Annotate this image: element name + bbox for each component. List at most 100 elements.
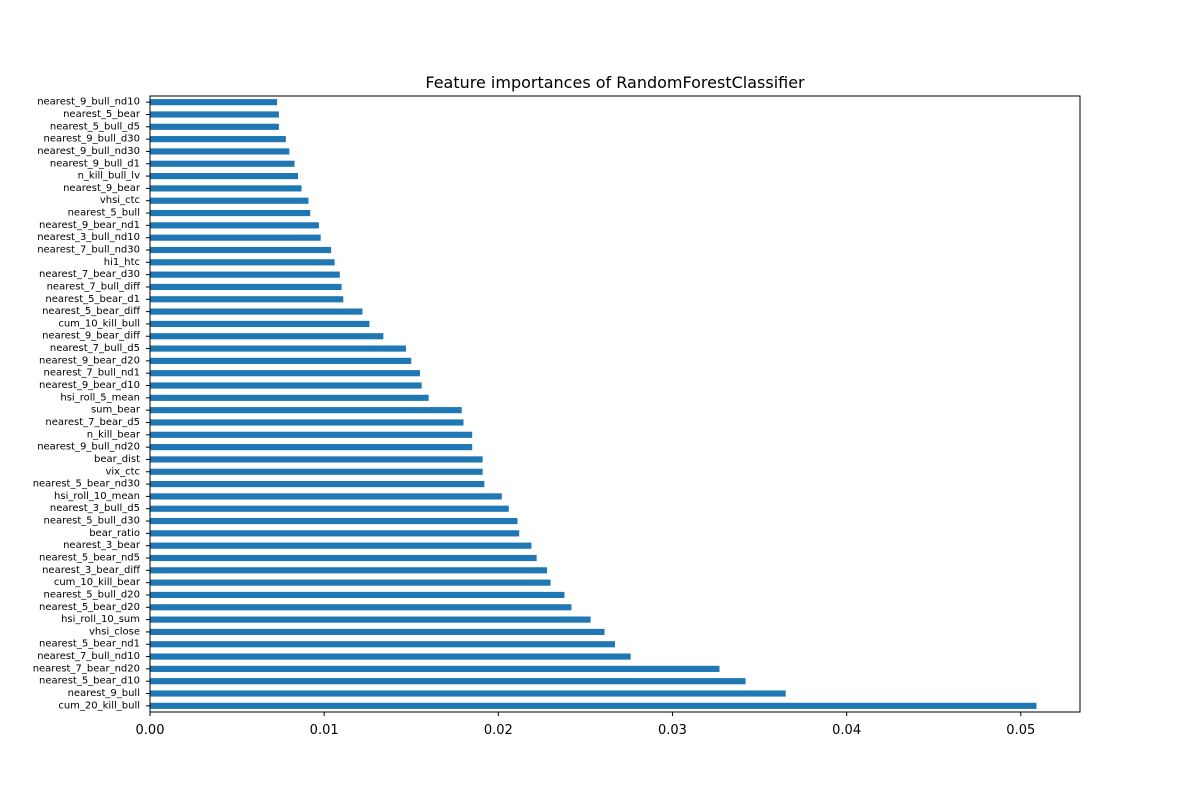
bar-cum_10_kill_bull — [150, 320, 370, 327]
y-tick-label: nearest_5_bear_d10 — [39, 676, 140, 687]
bar-sum_bear — [150, 407, 462, 414]
bar-hsi_roll_10_mean — [150, 493, 502, 500]
y-tick-label: nearest_5_bear_d20 — [39, 602, 140, 613]
bar-nearest_5_bear_nd5 — [150, 554, 537, 562]
bar-nearest_9_bear_d10 — [150, 382, 422, 389]
bar-hsi_roll_10_sum — [150, 616, 591, 623]
bar-nearest_7_bear_nd20 — [150, 665, 720, 672]
y-tick-label: nearest_5_bull_d30 — [44, 516, 140, 527]
bar-nearest_5_bull_d5 — [150, 123, 279, 130]
y-tick-label: nearest_3_bear_diff — [42, 565, 141, 576]
x-axis: 0.00 0.01 0.02 0.03 0.04 0.05 — [136, 712, 1035, 738]
y-tick-label: nearest_7_bull_nd1 — [44, 368, 140, 379]
bar-nearest_7_bear_d30 — [150, 271, 340, 278]
y-tick-label: cum_20_kill_bull — [58, 700, 140, 711]
y-tick-label: nearest_3_bear — [63, 540, 141, 551]
bar-nearest_5_bear_d20 — [150, 604, 572, 611]
y-tick-label: nearest_9_bear_d10 — [39, 380, 140, 391]
bar-nearest_9_bull_nd20 — [150, 444, 473, 451]
y-tick-label: nearest_9_bear_nd1 — [39, 220, 140, 231]
bar-n_kill_bull_lv — [150, 173, 299, 180]
y-tick-label: vhsi_close — [89, 626, 140, 637]
y-tick-label: nearest_7_bull_nd30 — [37, 245, 140, 256]
x-tick-label: 0.04 — [832, 723, 861, 738]
bar-nearest_9_bear_d20 — [150, 357, 412, 364]
y-tick-label: vhsi_ctc — [100, 195, 140, 206]
bar-nearest_5_bear_d10 — [150, 678, 746, 685]
bar-nearest_9_bear_diff — [150, 333, 384, 340]
y-tick-label: sum_bear — [91, 405, 141, 416]
bar-nearest_7_bull_d5 — [150, 345, 407, 352]
bar-nearest_3_bull_nd10 — [150, 234, 321, 241]
chart-title: Feature importances of RandomForestClass… — [425, 73, 805, 92]
bar-hi1_htc — [150, 259, 335, 266]
bar-nearest_9_bear — [150, 185, 302, 192]
bar-nearest_9_bull_nd10 — [150, 99, 278, 106]
y-tick-label: nearest_5_bear_diff — [42, 306, 141, 317]
y-tick-label: nearest_5_bull — [68, 208, 140, 219]
x-tick-label: 0.00 — [136, 723, 165, 738]
y-tick-label: hsi_roll_10_sum — [61, 614, 140, 625]
bar-nearest_5_bear_nd1 — [150, 641, 615, 648]
y-tick-label: cum_10_kill_bull — [58, 318, 140, 329]
bar-nearest_9_bull — [150, 690, 786, 697]
bar-vhsi_close — [150, 628, 605, 635]
bar-nearest_5_bear_d1 — [150, 296, 344, 303]
y-tick-label: nearest_7_bear_d30 — [39, 269, 140, 280]
y-tick-label: n_kill_bull_lv — [78, 171, 140, 182]
x-tick-label: 0.02 — [484, 723, 513, 738]
y-tick-label: nearest_5_bear_d1 — [45, 294, 140, 305]
y-tick-label: nearest_7_bull_d5 — [50, 343, 140, 354]
bar-cum_10_kill_bear — [150, 579, 551, 586]
y-tick-label: nearest_9_bear_d20 — [39, 355, 140, 366]
y-tick-label: nearest_5_bear_nd1 — [39, 639, 140, 650]
bar-cum_20_kill_bull — [150, 702, 1037, 709]
bar-nearest_3_bear_diff — [150, 567, 548, 574]
bar-nearest_3_bear — [150, 542, 532, 549]
bar-nearest_5_bull_d20 — [150, 591, 565, 599]
plot-frame — [149, 95, 1081, 713]
x-tick-label: 0.03 — [658, 723, 687, 738]
y-tick-label: hi1_htc — [104, 257, 140, 268]
y-tick-label: nearest_9_bull_nd10 — [37, 97, 140, 108]
bar-bear_dist — [150, 456, 483, 463]
y-tick-label: nearest_9_bull_nd30 — [37, 146, 140, 157]
y-tick-label: nearest_5_bull_d5 — [50, 121, 140, 132]
bar-nearest_5_bear_nd30 — [150, 481, 485, 488]
y-tick-label: nearest_7_bull_diff — [47, 281, 142, 292]
y-tick-label: nearest_5_bull_d20 — [44, 589, 140, 600]
bar-nearest_9_bull_nd30 — [150, 148, 290, 155]
bar-nearest_7_bull_nd10 — [150, 653, 631, 660]
bar-vhsi_ctc — [150, 197, 309, 204]
bar-nearest_5_bull_d30 — [150, 517, 518, 525]
x-tick-label: 0.05 — [1006, 723, 1035, 738]
y-tick-label: nearest_9_bull_d30 — [44, 134, 140, 145]
bar-bear_ratio — [150, 530, 520, 537]
bar-nearest_3_bull_d5 — [150, 505, 509, 512]
bar-nearest_7_bull_nd1 — [150, 370, 420, 377]
bar-nearest_7_bull_nd30 — [150, 246, 332, 254]
y-tick-label: hsi_roll_10_mean — [54, 491, 140, 502]
y-tick-label: cum_10_kill_bear — [54, 577, 141, 588]
y-tick-label: vix_ctc — [105, 466, 140, 477]
x-tick-label: 0.01 — [310, 723, 339, 738]
y-tick-label: nearest_9_bear_diff — [42, 331, 141, 342]
y-tick-label: bear_ratio — [89, 528, 140, 539]
bar-nearest_5_bear — [150, 111, 279, 118]
bar-hsi_roll_5_mean — [150, 394, 429, 401]
y-tick-label: nearest_7_bear_d5 — [45, 417, 140, 428]
y-axis: cum_20_kill_bullnearest_9_bullnearest_5_… — [33, 97, 150, 711]
bar-n_kill_bear — [150, 431, 473, 438]
bars-layer — [150, 99, 1037, 709]
y-tick-label: nearest_9_bull — [68, 688, 140, 699]
y-tick-label: nearest_9_bear — [63, 183, 141, 194]
y-tick-label: nearest_7_bull_nd10 — [37, 651, 140, 662]
bar-nearest_5_bull — [150, 209, 311, 217]
bar-nearest_9_bear_nd1 — [150, 222, 319, 229]
bar-vix_ctc — [150, 468, 483, 475]
y-tick-label: nearest_5_bear — [63, 109, 141, 120]
bar-nearest_9_bull_d1 — [150, 160, 295, 167]
bar-nearest_7_bear_d5 — [150, 419, 464, 426]
